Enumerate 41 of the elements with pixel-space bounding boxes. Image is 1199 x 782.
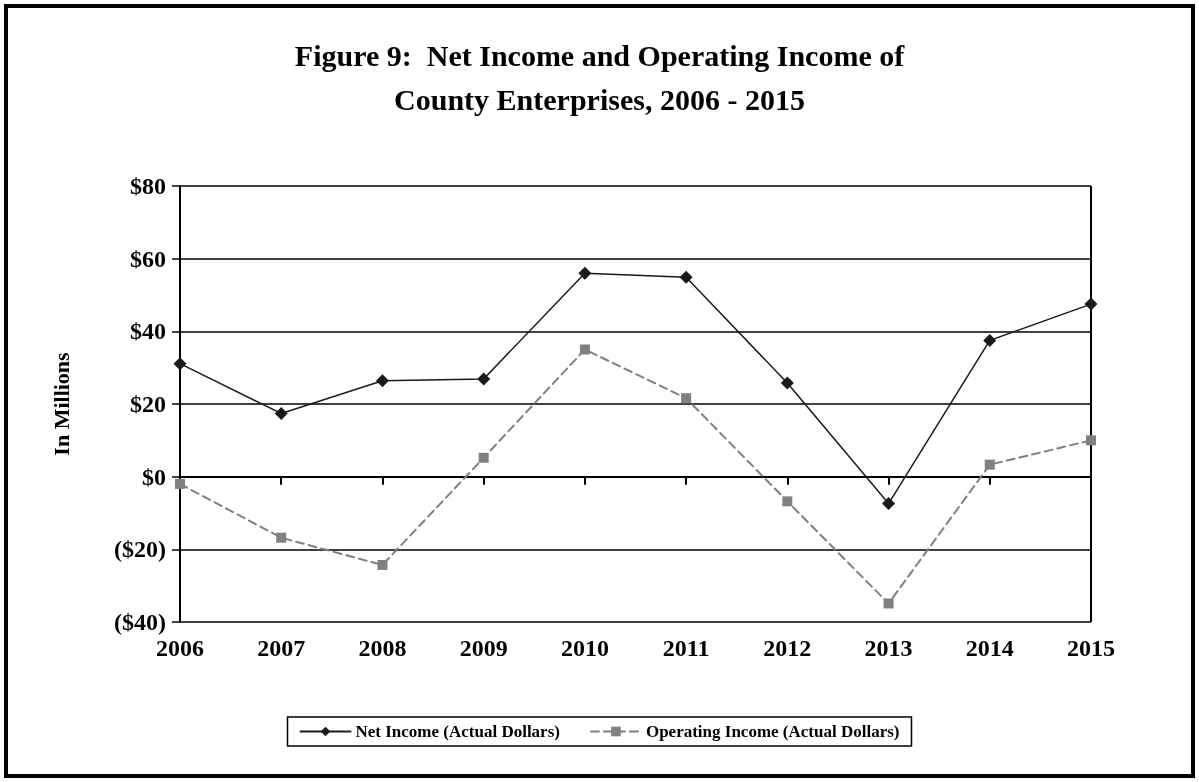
- chart-title: Figure 9: Net Income and Operating Income of County Enterprises, 2006 - 2015: [294, 38, 906, 116]
- y-tick-label: ($40): [114, 609, 166, 635]
- y-tick-label: $20: [130, 391, 166, 417]
- y-tick-label: $40: [130, 318, 166, 345]
- point: [780, 376, 794, 390]
- y-tick-label: ($20): [114, 536, 166, 563]
- point: [377, 559, 388, 570]
- y-tick-label: $0: [142, 463, 166, 490]
- point: [276, 532, 287, 543]
- x-tick-label: 2008: [358, 635, 407, 661]
- point: [173, 357, 187, 371]
- point: [983, 333, 997, 347]
- x-tick-label: 2007: [257, 635, 306, 661]
- legend-label: Net Income (Actual Dollars): [355, 722, 560, 741]
- point: [681, 393, 692, 404]
- y-tick-label: $60: [130, 245, 166, 272]
- x-tick-label: 2011: [662, 635, 710, 661]
- point: [477, 372, 491, 386]
- point: [782, 496, 793, 507]
- point: [274, 406, 288, 420]
- point: [375, 374, 389, 388]
- point: [175, 478, 185, 489]
- x-tick-label: 2009: [459, 635, 508, 661]
- point: [882, 497, 896, 511]
- point: [984, 459, 995, 470]
- x-tick-label: 2013: [864, 635, 913, 661]
- x-tick-label: 2012: [763, 635, 812, 661]
- point: [579, 344, 590, 355]
- y-axis-title: In Millions: [48, 351, 74, 456]
- point: [883, 598, 894, 609]
- point: [578, 266, 592, 280]
- x-tick-label: 2010: [560, 635, 609, 661]
- x-tick-label: 2014: [965, 635, 1014, 661]
- x-tick-label: 2006: [156, 635, 204, 661]
- point: [478, 452, 489, 463]
- x-tick-label: 2015: [1067, 635, 1115, 661]
- point: [679, 270, 693, 284]
- legend-label: Operating Income (Actual Dollars): [645, 722, 900, 741]
- y-tick-label: $80: [130, 173, 166, 199]
- point: [1086, 435, 1096, 446]
- point: [1084, 297, 1098, 311]
